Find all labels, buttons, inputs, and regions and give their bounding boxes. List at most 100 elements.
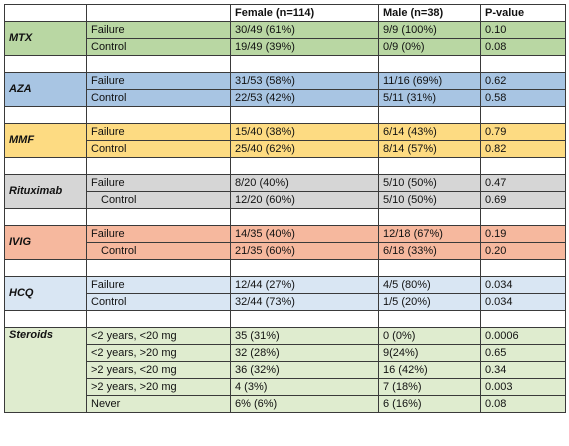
drug-label: MTX	[4, 21, 87, 56]
male-value: 5/10 (50%)	[378, 191, 481, 209]
row-label: Control	[86, 140, 231, 158]
header-pvalue: P-value	[480, 4, 566, 22]
p-value: 0.69	[480, 191, 566, 209]
drug-label: MMF	[4, 123, 87, 158]
female-value: 35 (31%)	[230, 327, 379, 345]
row-label: Failure	[86, 123, 231, 141]
male-value: 5/11 (31%)	[378, 89, 481, 107]
drug-label: Rituximab	[4, 174, 87, 209]
female-value: 32 (28%)	[230, 344, 379, 362]
p-value: 0.47	[480, 174, 566, 192]
p-value: 0.82	[480, 140, 566, 158]
p-value: 0.62	[480, 72, 566, 90]
male-value: 6/18 (33%)	[378, 242, 481, 260]
spacer-row	[4, 259, 566, 277]
p-value: 0.003	[480, 378, 566, 396]
p-value: 0.0006	[480, 327, 566, 345]
row-label: Failure	[86, 276, 231, 294]
male-value: 1/5 (20%)	[378, 293, 481, 311]
row-label: Failure	[86, 174, 231, 192]
header-blank-1	[4, 4, 87, 22]
row-label: Never	[86, 395, 231, 413]
male-value: 7 (18%)	[378, 378, 481, 396]
table-row: HCQ Failure 12/44 (27%) 4/5 (80%) 0.034	[4, 276, 566, 311]
male-value: 9/9 (100%)	[378, 21, 481, 39]
p-value: 0.034	[480, 276, 566, 294]
header-male: Male (n=38)	[378, 4, 481, 22]
male-value: 6/14 (43%)	[378, 123, 481, 141]
female-value: 21/35 (60%)	[230, 242, 379, 260]
header-female: Female (n=114)	[230, 4, 379, 22]
table-row: Control 25/40 (62%) 8/14 (57%) 0.82	[4, 140, 566, 158]
row-label: Control	[86, 38, 231, 56]
table-row: Control 22/53 (42%) 5/11 (31%) 0.58	[4, 89, 566, 107]
p-value: 0.20	[480, 242, 566, 260]
header-blank-2	[86, 4, 231, 22]
female-value: 6% (6%)	[230, 395, 379, 413]
table-row: <2 years, >20 mg 32 (28%) 9(24%) 0.65	[4, 344, 566, 362]
female-value: 25/40 (62%)	[230, 140, 379, 158]
drug-label: HCQ	[4, 276, 87, 311]
female-value: 22/53 (42%)	[230, 89, 379, 107]
female-value: 31/53 (58%)	[230, 72, 379, 90]
spacer-row	[4, 208, 566, 226]
male-value: 6 (16%)	[378, 395, 481, 413]
p-value: 0.19	[480, 225, 566, 243]
row-label: Control	[86, 191, 231, 209]
male-value: 9(24%)	[378, 344, 481, 362]
table-row: >2 years, <20 mg 36 (32%) 16 (42%) 0.34	[4, 361, 566, 379]
p-value: 0.10	[480, 21, 566, 39]
male-value: 0 (0%)	[378, 327, 481, 345]
male-value: 5/10 (50%)	[378, 174, 481, 192]
p-value: 0.65	[480, 344, 566, 362]
female-value: 15/40 (38%)	[230, 123, 379, 141]
results-table: Female (n=114) Male (n=38) P-value MTX F…	[4, 4, 566, 413]
female-value: 32/44 (73%)	[230, 293, 379, 311]
female-value: 19/49 (39%)	[230, 38, 379, 56]
spacer-row	[4, 157, 566, 175]
row-label: Control	[86, 293, 231, 311]
row-label: Control	[86, 89, 231, 107]
male-value: 16 (42%)	[378, 361, 481, 379]
drug-label: IVIG	[4, 225, 87, 260]
spacer-row	[4, 310, 566, 328]
row-label: Failure	[86, 21, 231, 39]
header-row: Female (n=114) Male (n=38) P-value	[4, 4, 566, 22]
male-value: 8/14 (57%)	[378, 140, 481, 158]
male-value: 11/16 (69%)	[378, 72, 481, 90]
p-value: 0.79	[480, 123, 566, 141]
drug-label: Steroids	[4, 327, 87, 413]
p-value: 0.034	[480, 293, 566, 311]
row-label: <2 years, <20 mg	[86, 327, 231, 345]
spacer-row	[4, 55, 566, 73]
table-row: >2 years, >20 mg 4 (3%) 7 (18%) 0.003	[4, 378, 566, 396]
row-label: >2 years, >20 mg	[86, 378, 231, 396]
row-label: Control	[86, 242, 231, 260]
female-value: 4 (3%)	[230, 378, 379, 396]
female-value: 30/49 (61%)	[230, 21, 379, 39]
p-value: 0.34	[480, 361, 566, 379]
female-value: 36 (32%)	[230, 361, 379, 379]
table-row: AZA Failure 31/53 (58%) 11/16 (69%) 0.62	[4, 72, 566, 107]
row-label: Failure	[86, 225, 231, 243]
female-value: 12/20 (60%)	[230, 191, 379, 209]
female-value: 8/20 (40%)	[230, 174, 379, 192]
table-row: Control 12/20 (60%) 5/10 (50%) 0.69	[4, 191, 566, 209]
row-label: <2 years, >20 mg	[86, 344, 231, 362]
female-value: 12/44 (27%)	[230, 276, 379, 294]
row-label: Failure	[86, 72, 231, 90]
row-label: >2 years, <20 mg	[86, 361, 231, 379]
p-value: 0.58	[480, 89, 566, 107]
table-row: Control 21/35 (60%) 6/18 (33%) 0.20	[4, 242, 566, 260]
table-row: MTX Failure 30/49 (61%) 9/9 (100%) 0.10	[4, 21, 566, 56]
drug-label: AZA	[4, 72, 87, 107]
table-row: Steroids <2 years, <20 mg 35 (31%) 0 (0%…	[4, 327, 566, 413]
p-value: 0.08	[480, 38, 566, 56]
male-value: 0/9 (0%)	[378, 38, 481, 56]
male-value: 12/18 (67%)	[378, 225, 481, 243]
table-row: MMF Failure 15/40 (38%) 6/14 (43%) 0.79	[4, 123, 566, 158]
spacer-row	[4, 106, 566, 124]
table-row: Control 19/49 (39%) 0/9 (0%) 0.08	[4, 38, 566, 56]
female-value: 14/35 (40%)	[230, 225, 379, 243]
table-row: IVIG Failure 14/35 (40%) 12/18 (67%) 0.1…	[4, 225, 566, 260]
